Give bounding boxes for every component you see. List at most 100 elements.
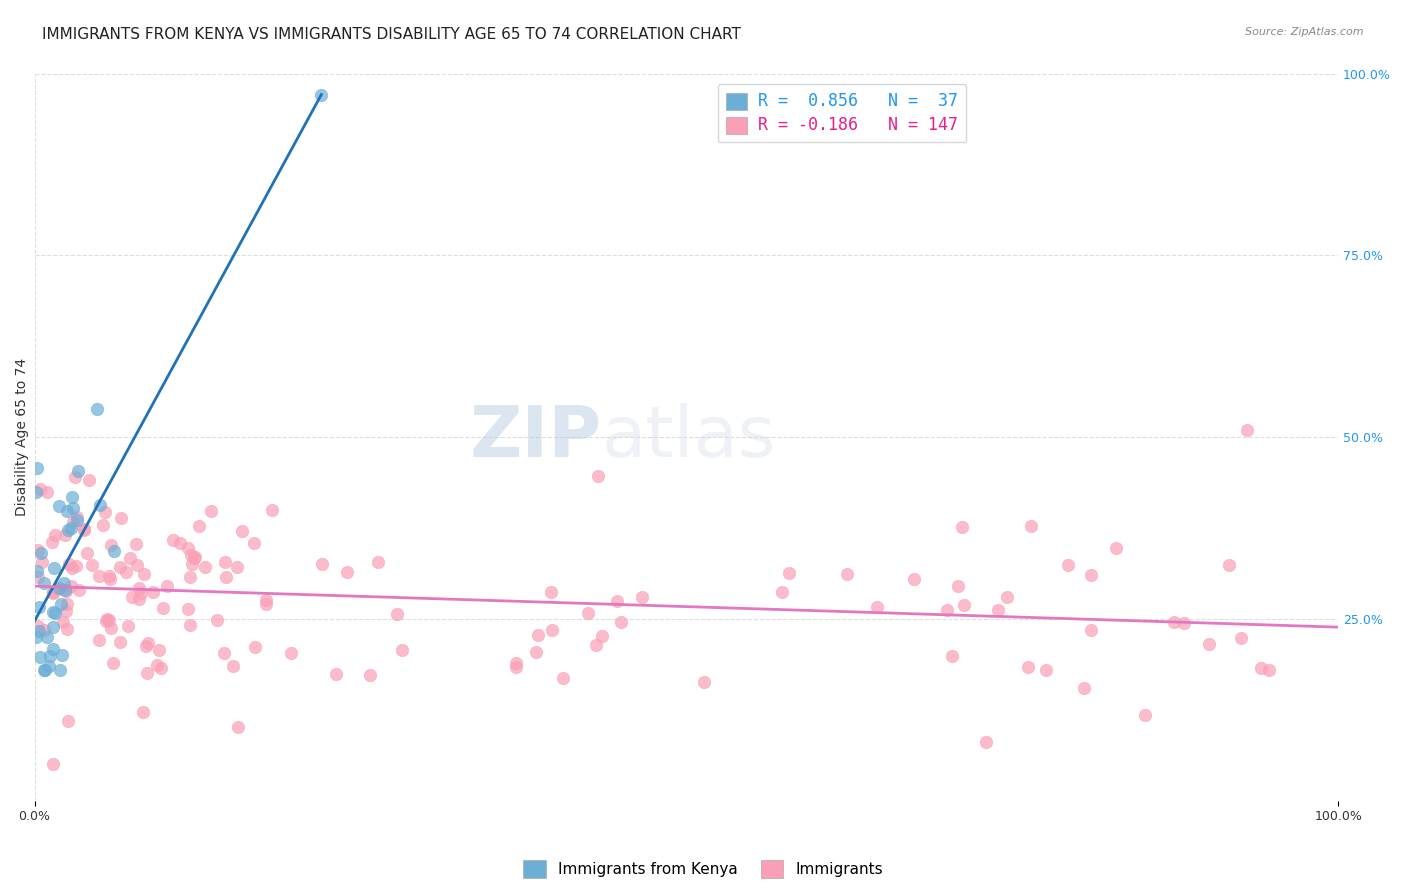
Point: [110, 511, 132, 525]
Point: [38, 658, 60, 673]
Point: [505, 660, 527, 674]
Point: [146, 658, 169, 673]
Point: [94, 505, 117, 519]
Point: [121, 590, 143, 604]
Point: [101, 657, 124, 671]
Point: [1017, 659, 1039, 673]
Point: [48, 581, 70, 595]
Point: [200, 504, 222, 518]
Point: [169, 536, 191, 550]
Text: Source: ZipAtlas.com: Source: ZipAtlas.com: [1246, 27, 1364, 37]
Point: [179, 570, 201, 584]
Point: [360, 668, 382, 682]
Point: [96, 612, 118, 626]
Point: [778, 566, 800, 581]
Point: [42, 641, 65, 656]
Point: [34, 663, 56, 677]
Point: [254, 597, 277, 611]
Point: [226, 559, 249, 574]
Point: [630, 590, 652, 604]
Point: [1230, 632, 1253, 646]
Point: [950, 520, 973, 534]
Point: [60, 490, 83, 504]
Point: [76, 546, 98, 560]
Point: [42, 560, 65, 574]
Point: [505, 657, 527, 671]
Point: [152, 601, 174, 615]
Point: [1135, 708, 1157, 723]
Point: [48, 499, 70, 513]
Point: [37, 484, 59, 499]
Point: [1218, 558, 1240, 573]
Point: [540, 585, 562, 599]
Point: [226, 721, 249, 735]
Point: [974, 735, 997, 749]
Point: [610, 615, 633, 630]
Point: [79, 473, 101, 487]
Point: [108, 635, 131, 649]
Point: [138, 636, 160, 650]
Point: [1105, 541, 1128, 556]
Point: [52, 576, 75, 591]
Point: [56, 504, 79, 518]
Point: [184, 550, 207, 565]
Point: [41, 605, 63, 619]
Point: [936, 603, 959, 617]
Point: [55, 604, 77, 618]
Point: [27, 570, 49, 584]
Point: [135, 639, 157, 653]
Point: [42, 586, 65, 600]
Point: [183, 550, 205, 565]
Point: [524, 645, 547, 659]
Point: [188, 519, 211, 533]
Point: [1057, 558, 1080, 573]
Point: [53, 528, 76, 542]
Text: IMMIGRANTS FROM KENYA VS IMMIGRANTS DISABILITY AGE 65 TO 74 CORRELATION CHART: IMMIGRANTS FROM KENYA VS IMMIGRANTS DISA…: [42, 27, 741, 42]
Point: [214, 555, 236, 569]
Point: [606, 594, 628, 608]
Point: [135, 666, 157, 681]
Point: [56, 523, 79, 537]
Legend: R =  0.856   N =  37, R = -0.186   N = 147: R = 0.856 N = 37, R = -0.186 N = 147: [717, 84, 966, 143]
Point: [89, 499, 111, 513]
Point: [553, 671, 575, 685]
Point: [30, 649, 52, 664]
Point: [63, 470, 86, 484]
Point: [1258, 663, 1281, 677]
Point: [1035, 663, 1057, 677]
Point: [245, 640, 267, 654]
Point: [835, 566, 858, 581]
Point: [32, 663, 55, 677]
Point: [73, 522, 96, 536]
Point: [953, 598, 976, 612]
Point: [62, 515, 84, 529]
Point: [56, 622, 79, 636]
Point: [42, 585, 65, 599]
Point: [28, 624, 51, 638]
Point: [585, 638, 607, 652]
Point: [280, 646, 302, 660]
Point: [127, 558, 149, 572]
Point: [254, 592, 277, 607]
Point: [42, 757, 65, 772]
Point: [53, 582, 76, 597]
Point: [987, 603, 1010, 617]
Point: [51, 648, 73, 662]
Point: [67, 582, 90, 597]
Point: [177, 601, 200, 615]
Point: [41, 534, 63, 549]
Point: [32, 623, 55, 637]
Point: [25, 630, 48, 644]
Point: [82, 558, 104, 572]
Point: [1073, 681, 1095, 696]
Point: [46, 582, 69, 596]
Point: [42, 620, 65, 634]
Point: [27, 542, 49, 557]
Point: [91, 518, 114, 533]
Point: [52, 615, 75, 630]
Point: [59, 579, 82, 593]
Point: [25, 564, 48, 578]
Point: [98, 569, 121, 583]
Point: [179, 618, 201, 632]
Point: [231, 524, 253, 538]
